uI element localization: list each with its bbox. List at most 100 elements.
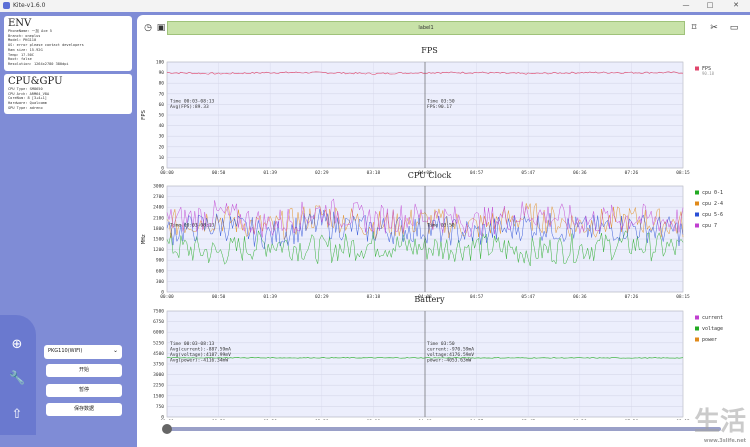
legend-swatch (695, 223, 699, 228)
x-tick-label: 03:18 (367, 419, 381, 420)
add-icon[interactable]: ⊕ (11, 337, 23, 352)
timeline-slider-handle[interactable] (162, 424, 172, 434)
x-tick-label: 06:36 (573, 294, 587, 300)
x-tick-label: 00:50 (212, 294, 226, 300)
watermark-mark: 生活 (693, 407, 746, 437)
upload-icon[interactable]: ⇧ (11, 407, 23, 422)
env-line: Model: PKG110 (8, 38, 37, 43)
y-tick-label: 20 (159, 144, 165, 150)
minimize-button[interactable]: — (682, 1, 690, 9)
cpu-gpu-card: CPU&GPU CPU Type: SM8650 CPU Arch: ARM64… (4, 74, 132, 114)
fps-average: Avg(FPS):89.33 (170, 104, 209, 110)
y-tick-label: 0 (161, 290, 164, 296)
cpu-gpu-heading: CPU&GPU (8, 76, 63, 87)
clock-icon[interactable]: ◷ (144, 23, 152, 33)
x-tick-label: 05:47 (521, 419, 535, 420)
legend-label: cpu 5-6 (702, 212, 723, 218)
y-tick-label: 6000 (153, 330, 164, 336)
x-tick-label: 00:00 (160, 294, 174, 300)
env-line: Branch: oneplus (8, 33, 41, 38)
x-tick-label: 07:26 (625, 294, 639, 300)
y-tick-label: 80 (159, 81, 165, 87)
battery-average: Avg(voltage):4187.99mV (170, 352, 231, 358)
battery-current: power:-4053.63mW (427, 357, 471, 363)
legend-swatch (695, 212, 699, 217)
legend-label: FPS (702, 66, 711, 72)
close-button[interactable]: ✕ (733, 1, 739, 9)
battery-average: Avg(current):-887.59mA (170, 346, 231, 352)
y-tick-label: 4500 (153, 351, 164, 357)
battery-current: voltage:4176.59mV (427, 352, 474, 358)
watermark-url: www.3slife.net (703, 438, 746, 444)
x-tick-label: 04:57 (470, 419, 484, 420)
battery-current: current:-970.59mA (427, 346, 474, 352)
cursor-time-left: Time 00:03-08:13 (170, 222, 214, 228)
y-tick-label: 2250 (153, 383, 164, 389)
x-tick-label: 06:36 (573, 170, 587, 176)
chevron-down-icon: ⌄ (112, 347, 118, 354)
cursor-time-left: Time 00:03-08:13 (170, 98, 214, 104)
fps-current: FPS:90.17 (427, 104, 452, 110)
x-tick-label: 00:00 (160, 170, 174, 176)
y-tick-label: 60 (159, 102, 165, 108)
image-icon[interactable]: ▣ (156, 23, 166, 33)
main-panel: ◷ ▣ label1 ⌑ ✂ ▭ FPS CPU Clock Battery 0… (137, 15, 750, 447)
y-tick-label: 90 (159, 70, 165, 76)
start-button[interactable]: 开始 (46, 364, 122, 377)
toolbar: ◷ ▣ label1 ⌑ ✂ ▭ (137, 15, 750, 41)
x-tick-label: 01:39 (263, 170, 277, 176)
y-tick-label: 2700 (153, 194, 164, 200)
label-bar[interactable]: label1 (167, 21, 685, 35)
legend-label: voltage (702, 326, 723, 332)
x-tick-label: 04:08 (418, 294, 432, 300)
bookmark-icon[interactable]: ⌑ (691, 23, 697, 33)
legend-label: power (702, 337, 717, 343)
device-select[interactable]: PKG110(WIFI) ⌄ (44, 345, 122, 359)
cursor-time-left: Time 00:03-08:13 (170, 341, 214, 347)
legend-label: cpu 7 (702, 223, 717, 229)
y-tick-label: 5250 (153, 340, 164, 346)
x-tick-label: 02:29 (315, 294, 329, 300)
cpu-chart-title: CPU Clock (407, 171, 452, 180)
x-tick-label: 04:08 (418, 170, 432, 176)
y-tick-label: 1200 (153, 247, 164, 253)
legend-swatch (695, 337, 699, 342)
env-line: OS: error please contact developers (8, 43, 84, 48)
x-tick-label: 07:26 (625, 170, 639, 176)
cut-icon[interactable]: ✂ (710, 23, 718, 33)
legend-swatch (695, 190, 699, 195)
maximize-button[interactable]: □ (706, 1, 714, 9)
battery-average: Avg(power):-4116.34mW (170, 357, 228, 363)
cursor-time-right: Time 03:50 (427, 341, 455, 347)
pause-button[interactable]: 暂停 (46, 384, 122, 397)
y-tick-label: 0 (161, 166, 164, 172)
legend-swatch (695, 326, 699, 331)
y-tick-label: 0 (161, 415, 164, 421)
x-tick-label: 08:15 (676, 294, 690, 300)
x-tick-label: 08:15 (676, 170, 690, 176)
charts-canvas: 0 10 20 30 40 50 60 70 80 90 100 00:00 00:50 01:39 02:… (141, 60, 723, 421)
folder-icon[interactable]: ▭ (729, 23, 739, 33)
cursor-time-right: Time 03:50 (427, 222, 455, 228)
cursor-time-right: Time 03:50 (427, 98, 455, 104)
y-tick-label: 7500 (153, 309, 164, 315)
legend-value: 90.18 (702, 71, 715, 76)
battery-chart-title: Battery (414, 295, 445, 304)
timeline-slider[interactable] (162, 424, 721, 434)
legend-swatch (695, 201, 699, 206)
cpu-line: GPU Type: adreno (8, 105, 43, 110)
fps-chart-title: FPS (421, 46, 438, 55)
y-tick-label: 900 (156, 258, 164, 264)
y-tick-label: 1500 (153, 237, 164, 243)
x-tick-label: 04:57 (470, 294, 484, 300)
env-line: PhoneName: 一加 Ace 5 (8, 29, 52, 33)
save-data-button[interactable]: 保存数据 (46, 403, 122, 416)
x-tick-label: 01:39 (263, 294, 277, 300)
y-tick-label: 6750 (153, 319, 164, 325)
device-select-value: PKG110(WIFI) (48, 348, 83, 354)
legend-label: cpu 0-1 (702, 190, 723, 196)
tool-rail: ⊕ 🔧 ⇧ (0, 315, 36, 435)
wrench-icon[interactable]: 🔧 (9, 371, 26, 386)
y-axis-label: MHz (141, 234, 147, 244)
